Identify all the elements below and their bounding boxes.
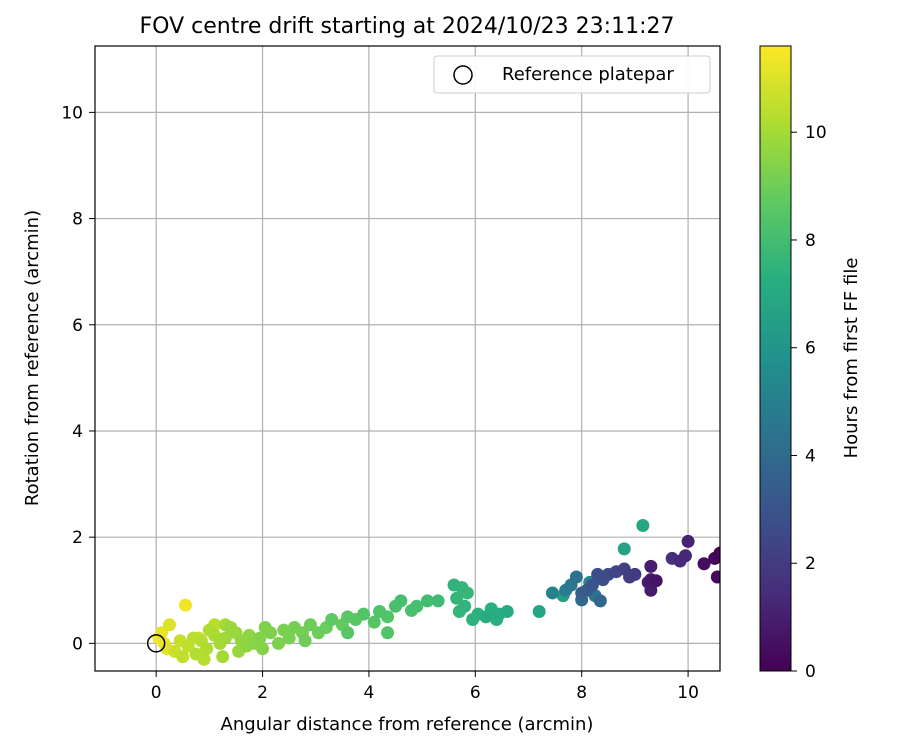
data-point bbox=[617, 542, 631, 556]
data-point bbox=[325, 612, 339, 626]
data-point bbox=[591, 567, 605, 581]
data-point bbox=[532, 605, 546, 619]
data-point bbox=[253, 631, 267, 645]
data-point bbox=[162, 618, 176, 632]
x-tick-label: 10 bbox=[677, 683, 699, 703]
legend-box bbox=[433, 55, 711, 94]
data-point bbox=[341, 626, 355, 640]
grid-lines bbox=[95, 46, 720, 671]
data-point bbox=[200, 642, 214, 656]
data-point bbox=[585, 578, 599, 592]
y-axis-ticks: 0 2 4 6 8 10 bbox=[61, 103, 95, 654]
data-point bbox=[218, 631, 232, 645]
colorbar-tick-label: 8 bbox=[805, 231, 816, 251]
data-point bbox=[710, 570, 720, 584]
chart-title: FOV centre drift starting at 2024/10/23 … bbox=[140, 14, 675, 39]
data-point bbox=[569, 570, 583, 584]
y-tick-label: 10 bbox=[61, 103, 83, 123]
data-point bbox=[277, 623, 291, 637]
colorbar-tick-label: 6 bbox=[805, 339, 816, 359]
y-tick-label: 4 bbox=[72, 422, 83, 442]
x-axis-ticks: 0 2 4 6 8 10 bbox=[151, 671, 699, 703]
data-point bbox=[450, 591, 464, 605]
x-tick-label: 6 bbox=[470, 683, 481, 703]
x-tick-label: 4 bbox=[364, 683, 375, 703]
data-point bbox=[381, 626, 395, 640]
colorbar bbox=[759, 45, 792, 672]
reference-marker bbox=[146, 634, 166, 653]
data-point bbox=[287, 620, 301, 634]
data-point bbox=[258, 620, 272, 634]
legend-marker bbox=[453, 65, 473, 85]
y-tick-label: 0 bbox=[72, 634, 83, 654]
y-tick-label: 6 bbox=[72, 316, 83, 336]
y-axis-label: Rotation from reference (arcmin) bbox=[22, 210, 43, 506]
colorbar-ticks: 0 2 4 6 8 10 bbox=[791, 123, 827, 682]
data-point bbox=[410, 599, 424, 613]
colorbar-tick-label: 2 bbox=[805, 554, 816, 574]
x-tick-label: 0 bbox=[151, 683, 162, 703]
data-point bbox=[447, 578, 461, 592]
data-point bbox=[176, 650, 190, 664]
colorbar-tick-label: 0 bbox=[805, 662, 816, 682]
data-point bbox=[681, 534, 695, 548]
data-point bbox=[256, 642, 270, 656]
data-point bbox=[420, 594, 434, 608]
data-point bbox=[394, 594, 408, 608]
data-point bbox=[272, 636, 286, 650]
data-point bbox=[636, 519, 650, 533]
colorbar-tick-label: 10 bbox=[805, 123, 827, 143]
data-point bbox=[178, 598, 192, 612]
x-tick-label: 8 bbox=[576, 683, 587, 703]
data-point bbox=[341, 610, 355, 624]
data-point bbox=[697, 557, 711, 571]
data-point bbox=[593, 594, 607, 608]
data-point bbox=[500, 605, 514, 619]
plot-frame bbox=[94, 45, 721, 672]
data-point bbox=[298, 634, 312, 648]
y-tick-label: 2 bbox=[72, 528, 83, 548]
data-point bbox=[431, 594, 445, 608]
colorbar-label: Hours from first FF file bbox=[841, 258, 862, 459]
data-point bbox=[644, 559, 658, 573]
x-tick-label: 2 bbox=[257, 683, 268, 703]
legend-label: Reference platepar bbox=[502, 64, 674, 85]
data-point bbox=[373, 605, 387, 619]
data-point bbox=[458, 599, 472, 613]
data-point bbox=[649, 574, 663, 588]
x-axis-label: Angular distance from reference (arcmin) bbox=[221, 714, 594, 735]
data-point bbox=[154, 626, 168, 640]
legend: Reference platepar bbox=[433, 55, 711, 94]
data-point bbox=[197, 652, 211, 666]
data-point bbox=[367, 615, 381, 629]
data-point bbox=[303, 618, 317, 632]
data-point bbox=[678, 549, 692, 563]
data-point bbox=[644, 583, 658, 597]
colorbar-tick-label: 4 bbox=[805, 446, 816, 466]
data-point bbox=[466, 612, 480, 626]
data-point bbox=[713, 546, 720, 560]
data-point bbox=[216, 650, 230, 664]
data-point bbox=[357, 607, 371, 621]
data-point bbox=[545, 586, 559, 600]
y-tick-label: 8 bbox=[72, 210, 83, 230]
data-point bbox=[628, 567, 642, 581]
data-point bbox=[479, 610, 493, 624]
data-point bbox=[224, 620, 238, 634]
